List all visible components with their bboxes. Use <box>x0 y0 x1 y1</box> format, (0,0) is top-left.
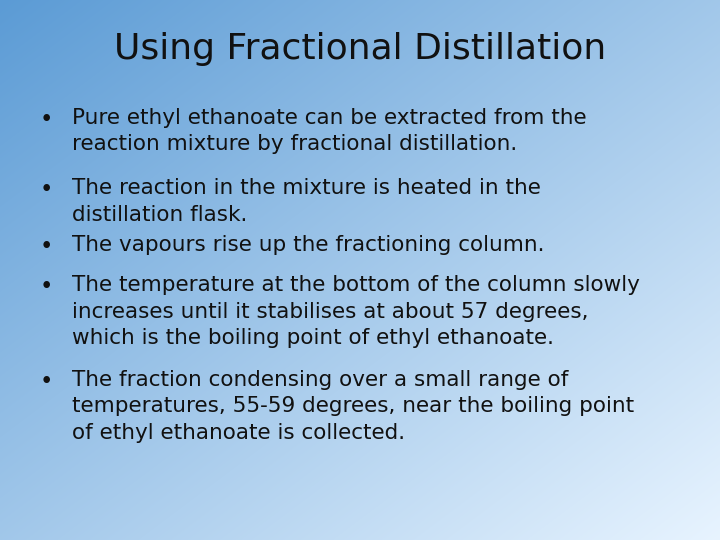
Text: Pure ethyl ethanoate can be extracted from the
reaction mixture by fractional di: Pure ethyl ethanoate can be extracted fr… <box>72 108 587 154</box>
Text: The temperature at the bottom of the column slowly
increases until it stabilises: The temperature at the bottom of the col… <box>72 275 640 348</box>
Text: Using Fractional Distillation: Using Fractional Distillation <box>114 32 606 66</box>
Text: The reaction in the mixture is heated in the
distillation flask.: The reaction in the mixture is heated in… <box>72 178 541 225</box>
Text: •: • <box>40 108 53 131</box>
Text: The vapours rise up the fractioning column.: The vapours rise up the fractioning colu… <box>72 235 544 255</box>
Text: •: • <box>40 235 53 258</box>
Text: •: • <box>40 370 53 393</box>
Text: •: • <box>40 275 53 299</box>
Text: The fraction condensing over a small range of
temperatures, 55-59 degrees, near : The fraction condensing over a small ran… <box>72 370 634 443</box>
Text: •: • <box>40 178 53 201</box>
